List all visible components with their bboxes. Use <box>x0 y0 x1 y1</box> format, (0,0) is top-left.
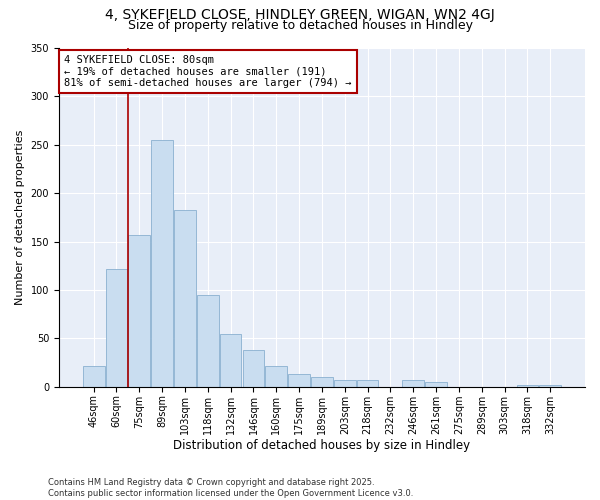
Bar <box>265 366 287 387</box>
Bar <box>106 268 127 387</box>
Bar <box>174 210 196 387</box>
Bar <box>403 380 424 387</box>
Bar <box>425 382 447 387</box>
Text: 4 SYKEFIELD CLOSE: 80sqm
← 19% of detached houses are smaller (191)
81% of semi-: 4 SYKEFIELD CLOSE: 80sqm ← 19% of detach… <box>64 55 352 88</box>
Bar <box>83 366 104 387</box>
Bar <box>334 380 356 387</box>
Bar <box>220 334 241 387</box>
Bar <box>242 350 265 387</box>
Bar <box>311 377 333 387</box>
Bar <box>151 140 173 387</box>
Y-axis label: Number of detached properties: Number of detached properties <box>15 130 25 305</box>
Bar <box>357 380 379 387</box>
Bar <box>288 374 310 387</box>
Bar <box>128 235 150 387</box>
X-axis label: Distribution of detached houses by size in Hindley: Distribution of detached houses by size … <box>173 440 470 452</box>
Bar <box>539 385 561 387</box>
Bar <box>197 295 218 387</box>
Text: 4, SYKEFIELD CLOSE, HINDLEY GREEN, WIGAN, WN2 4GJ: 4, SYKEFIELD CLOSE, HINDLEY GREEN, WIGAN… <box>105 8 495 22</box>
Bar <box>517 385 538 387</box>
Text: Size of property relative to detached houses in Hindley: Size of property relative to detached ho… <box>128 18 473 32</box>
Text: Contains HM Land Registry data © Crown copyright and database right 2025.
Contai: Contains HM Land Registry data © Crown c… <box>48 478 413 498</box>
